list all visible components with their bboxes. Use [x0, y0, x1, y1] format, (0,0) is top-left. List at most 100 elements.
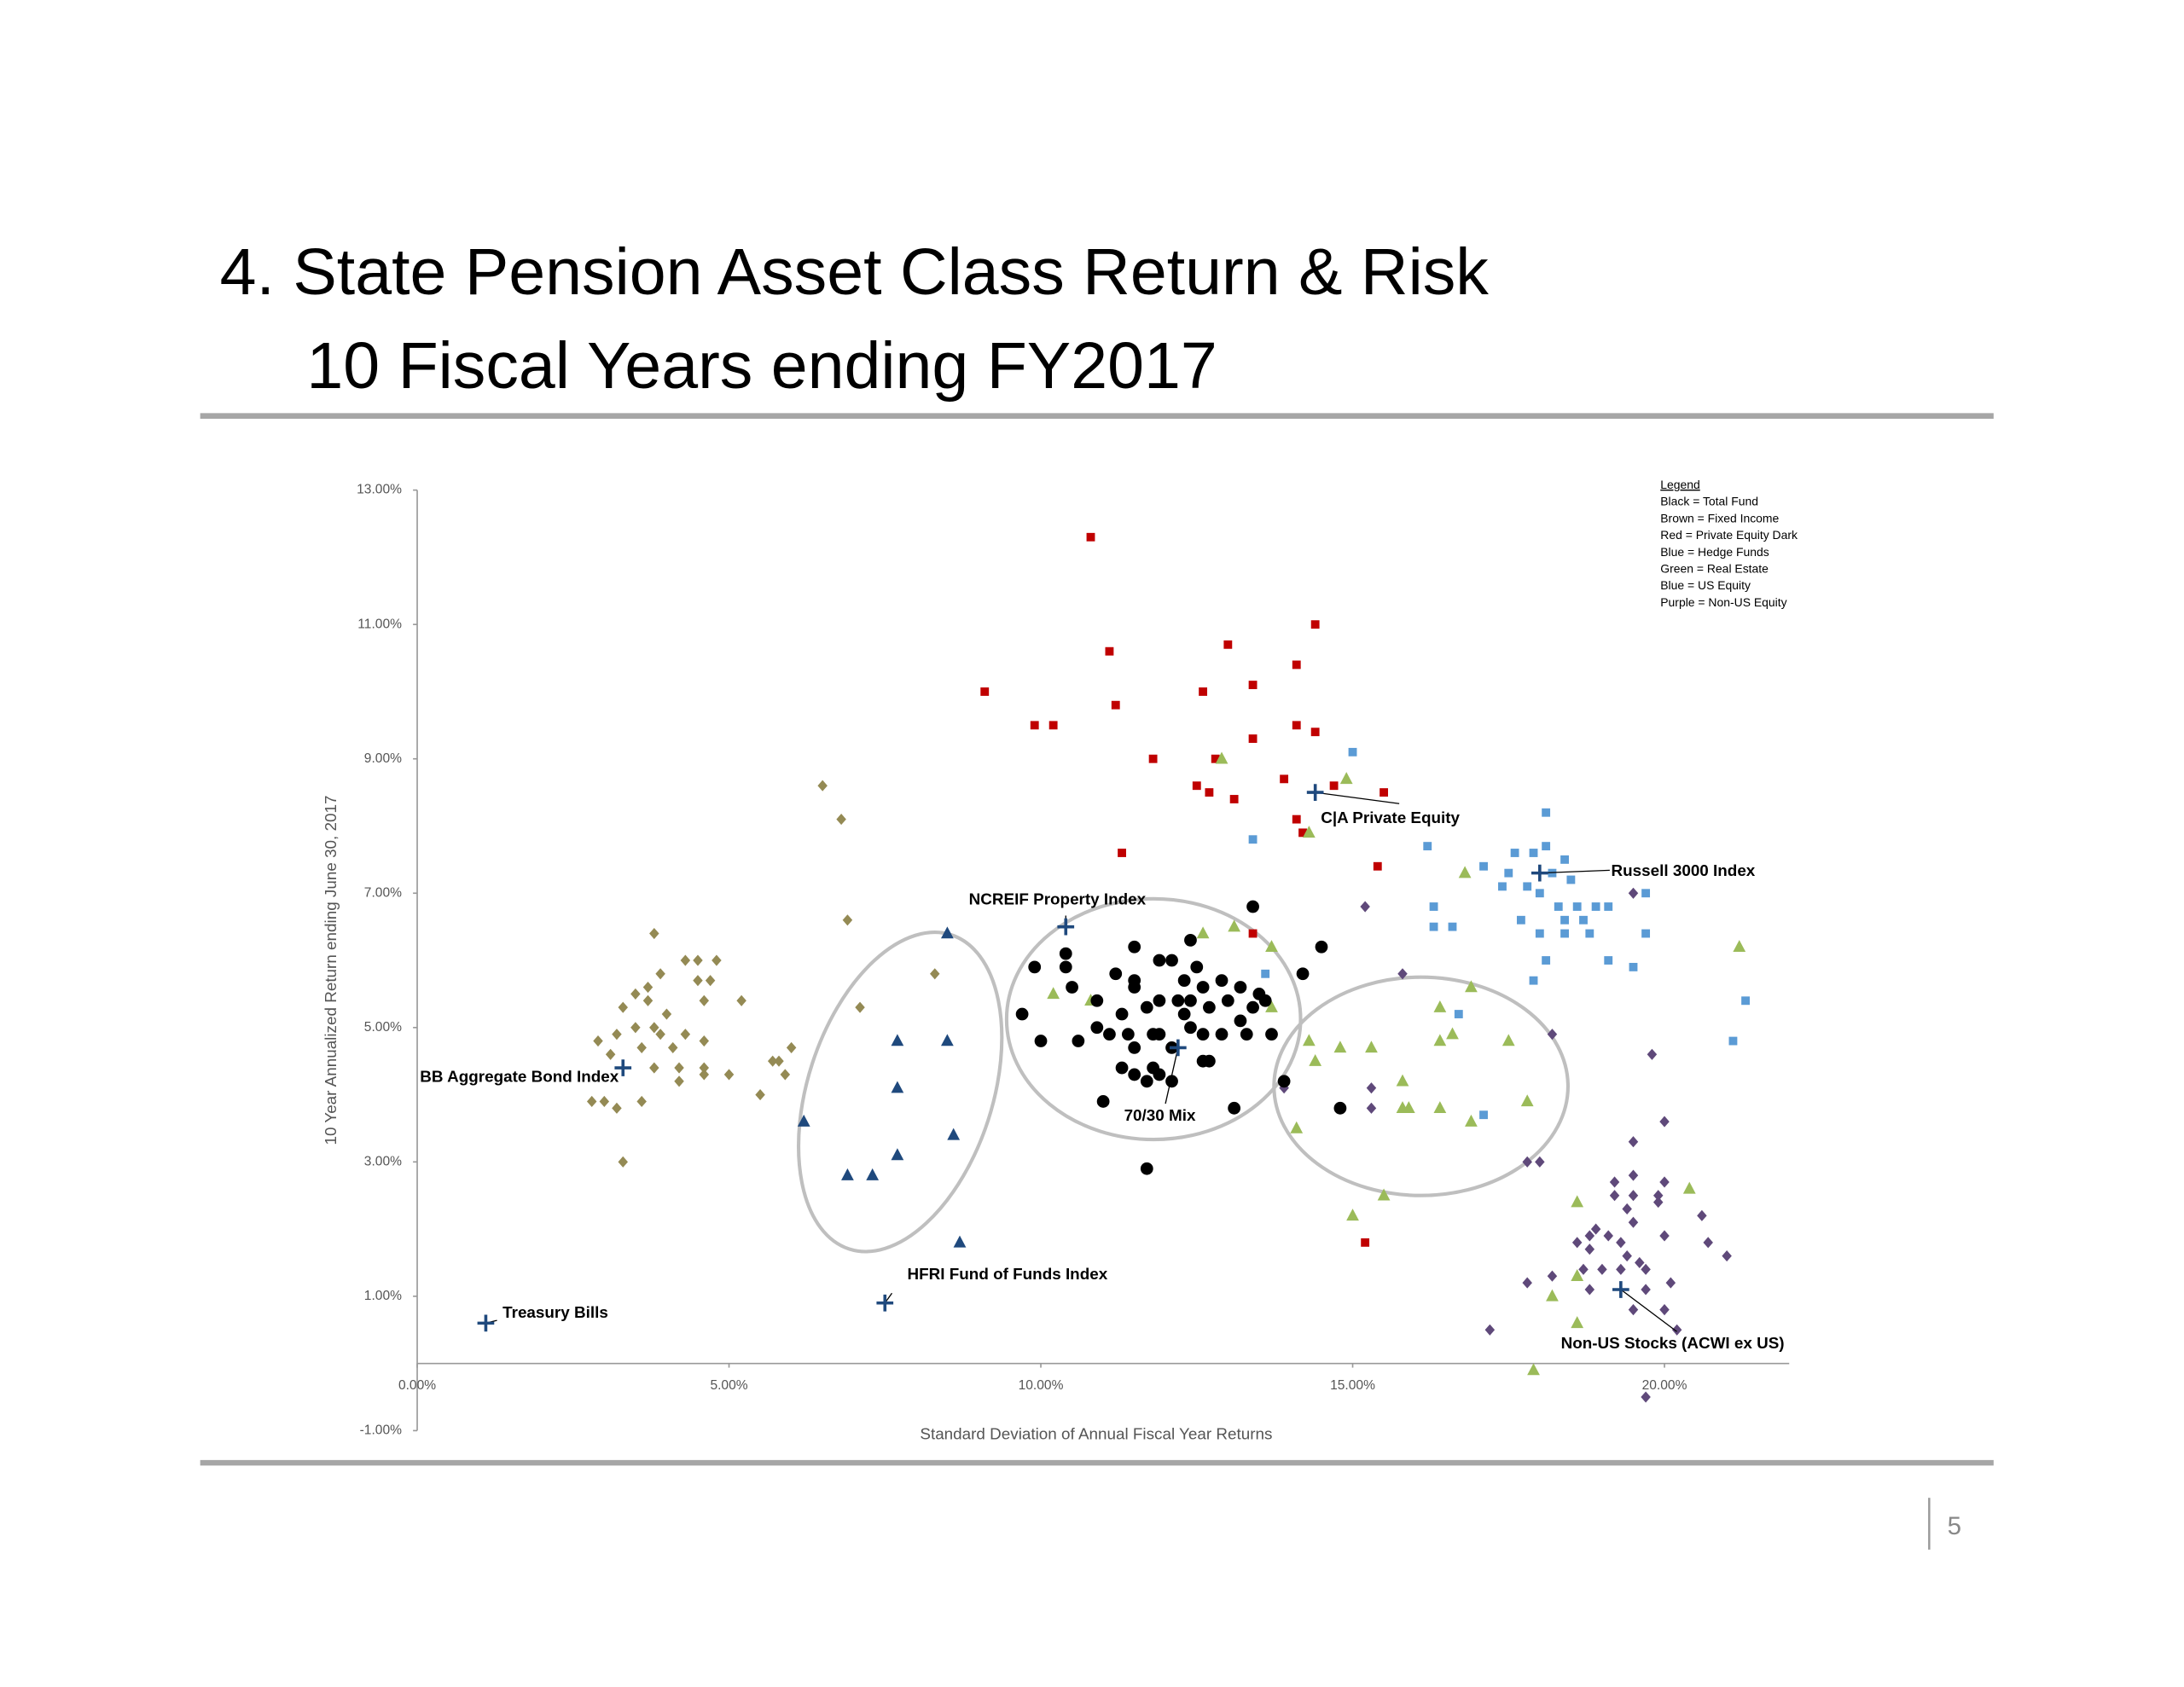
- benchmark-point: [1531, 864, 1548, 882]
- point: [1542, 842, 1551, 851]
- point: [1265, 1028, 1278, 1041]
- point: [1066, 981, 1078, 994]
- point: [649, 1062, 659, 1074]
- point: [1310, 728, 1320, 737]
- point: [1479, 861, 1488, 871]
- point: [1641, 1284, 1651, 1296]
- point: [1484, 1324, 1496, 1336]
- point: [1454, 1010, 1463, 1018]
- point: [1292, 721, 1301, 730]
- point: [723, 1069, 735, 1081]
- point: [1048, 721, 1058, 730]
- point: [755, 1089, 765, 1101]
- x-tick-label: 15.00%: [1330, 1378, 1375, 1393]
- benchmark-point: [876, 1294, 894, 1312]
- point: [1433, 1101, 1447, 1114]
- y-tick-label: 5.00%: [364, 1020, 402, 1035]
- point: [712, 954, 722, 966]
- point: [1223, 640, 1233, 649]
- point: [655, 968, 665, 980]
- point: [1433, 1034, 1447, 1046]
- point: [655, 1029, 665, 1041]
- point: [1196, 926, 1210, 939]
- point: [1529, 849, 1538, 857]
- point: [1504, 868, 1513, 878]
- point: [836, 814, 846, 826]
- point: [1584, 1230, 1595, 1242]
- legend-line: Purple = Non-US Equity: [1660, 595, 1786, 609]
- point: [1059, 960, 1072, 974]
- group-ellipse: [1272, 975, 1570, 1197]
- point: [1184, 994, 1197, 1007]
- point: [1542, 808, 1551, 817]
- point: [1529, 976, 1538, 985]
- point: [767, 1055, 778, 1067]
- point: [1228, 1101, 1241, 1115]
- point: [1105, 646, 1114, 656]
- point: [1034, 1035, 1048, 1047]
- point: [1522, 1277, 1532, 1289]
- point: [1234, 1014, 1247, 1028]
- point: [1604, 902, 1613, 911]
- point: [1622, 1250, 1632, 1262]
- point: [855, 1001, 865, 1013]
- point: [1246, 1000, 1259, 1014]
- point: [674, 1075, 684, 1087]
- point: [1128, 1068, 1141, 1081]
- point: [1221, 994, 1234, 1007]
- point: [1096, 1095, 1110, 1108]
- point: [780, 1069, 791, 1081]
- point: [1177, 1007, 1191, 1021]
- point: [1659, 1116, 1670, 1128]
- point: [1641, 929, 1651, 938]
- point: [1365, 1041, 1378, 1053]
- point: [1516, 915, 1525, 925]
- point: [842, 914, 853, 926]
- benchmark-label: C|A Private Equity: [1321, 809, 1460, 826]
- point: [940, 926, 954, 939]
- point: [1446, 1027, 1459, 1040]
- leader-line: [1620, 1289, 1677, 1332]
- x-tick-label: 10.00%: [1019, 1378, 1064, 1393]
- benchmark-label: Non-US Stocks (ACWI ex US): [1561, 1334, 1785, 1352]
- point: [1402, 1101, 1415, 1114]
- point: [599, 1095, 610, 1108]
- point: [1153, 1028, 1166, 1041]
- page-number: 5: [1948, 1512, 1961, 1540]
- benchmark-point: [1612, 1281, 1629, 1298]
- leader-line: [1539, 869, 1610, 874]
- point: [1523, 882, 1532, 891]
- point: [1733, 940, 1746, 953]
- point: [1560, 929, 1569, 938]
- point: [1215, 974, 1228, 988]
- point: [1234, 981, 1247, 994]
- benchmark-point: [1306, 784, 1324, 801]
- point: [1366, 1102, 1377, 1114]
- point: [1199, 687, 1208, 696]
- point: [1535, 1156, 1545, 1168]
- point: [1360, 901, 1370, 913]
- point: [680, 1029, 691, 1041]
- point: [1109, 967, 1123, 981]
- point: [1647, 1048, 1658, 1060]
- point: [1111, 700, 1120, 710]
- point: [1165, 1075, 1178, 1088]
- point: [1458, 866, 1472, 878]
- point: [866, 1168, 880, 1180]
- point: [1396, 1074, 1409, 1087]
- x-axis-title: Standard Deviation of Annual Fiscal Year…: [920, 1424, 1272, 1442]
- point: [1373, 861, 1382, 871]
- x-tick-label: 0.00%: [398, 1378, 436, 1393]
- point: [1641, 889, 1651, 898]
- point: [1028, 960, 1042, 974]
- benchmark-label: BB Aggregate Bond Index: [420, 1067, 619, 1085]
- point: [1246, 900, 1259, 913]
- point: [630, 988, 641, 1000]
- point: [1190, 960, 1204, 974]
- point: [1527, 1363, 1540, 1376]
- point: [1616, 1263, 1626, 1275]
- point: [841, 1168, 854, 1180]
- legend-line: Brown = Fixed Income: [1660, 511, 1779, 525]
- legend-line: Red = Private Equity Dark: [1660, 528, 1798, 542]
